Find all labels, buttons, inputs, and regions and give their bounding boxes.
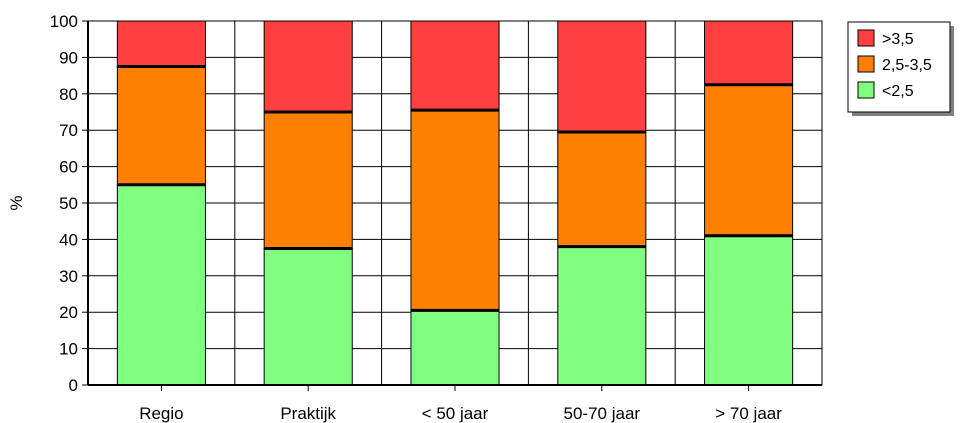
y-tick-label: 0 [69,376,78,395]
legend-label: >3,5 [882,31,914,48]
y-tick-label: 70 [59,121,78,140]
y-tick-label: 90 [59,48,78,67]
bar-segment [410,309,500,386]
legend-swatch [857,29,875,47]
bar-segment [263,20,353,113]
legend-label: <2,5 [882,83,914,100]
bars [116,20,794,386]
y-tick-label: 100 [50,12,78,31]
x-tick-label: Praktijk [280,404,336,423]
y-tick-label: 10 [59,340,78,359]
legend-label: 2,5-3,5 [882,57,932,74]
y-tick-label: 80 [59,85,78,104]
x-tick-labels: Regio Praktijk < 50 jaar 50-70 jaar > 70 jaa… [139,385,782,423]
bar-segment [116,20,206,67]
bar-segment [557,246,647,386]
legend-swatch [857,55,875,73]
bar-segment [410,20,500,111]
x-tick-label: Regio [139,404,183,423]
y-tick-label: 20 [59,303,78,322]
x-tick-label: < 50 jaar [422,404,489,423]
y-tick-label: 30 [59,267,78,286]
bar-segment [410,109,500,311]
x-tick-label: > 70 jaar [715,404,782,423]
bar-segment [704,235,794,386]
bar-segment [263,111,353,249]
y-tick-label: 60 [59,158,78,177]
legend: >3,5 2,5-3,5 <2,5 [847,21,954,116]
bar-segment [704,20,794,86]
y-axis-title: % [7,195,26,210]
bar-segment [704,84,794,237]
bar-segment [116,66,206,186]
bar-segment [557,20,647,133]
bar-segment [557,131,647,248]
bar-segment [116,184,206,386]
y-tick-label: 50 [59,194,78,213]
y-tick-label: 40 [59,230,78,249]
bar-segment [263,248,353,386]
y-tick-labels: 0 10 20 30 40 50 60 70 80 90 100 [50,12,88,395]
x-tick-label: 50-70 jaar [564,404,641,423]
legend-swatch [857,81,875,99]
